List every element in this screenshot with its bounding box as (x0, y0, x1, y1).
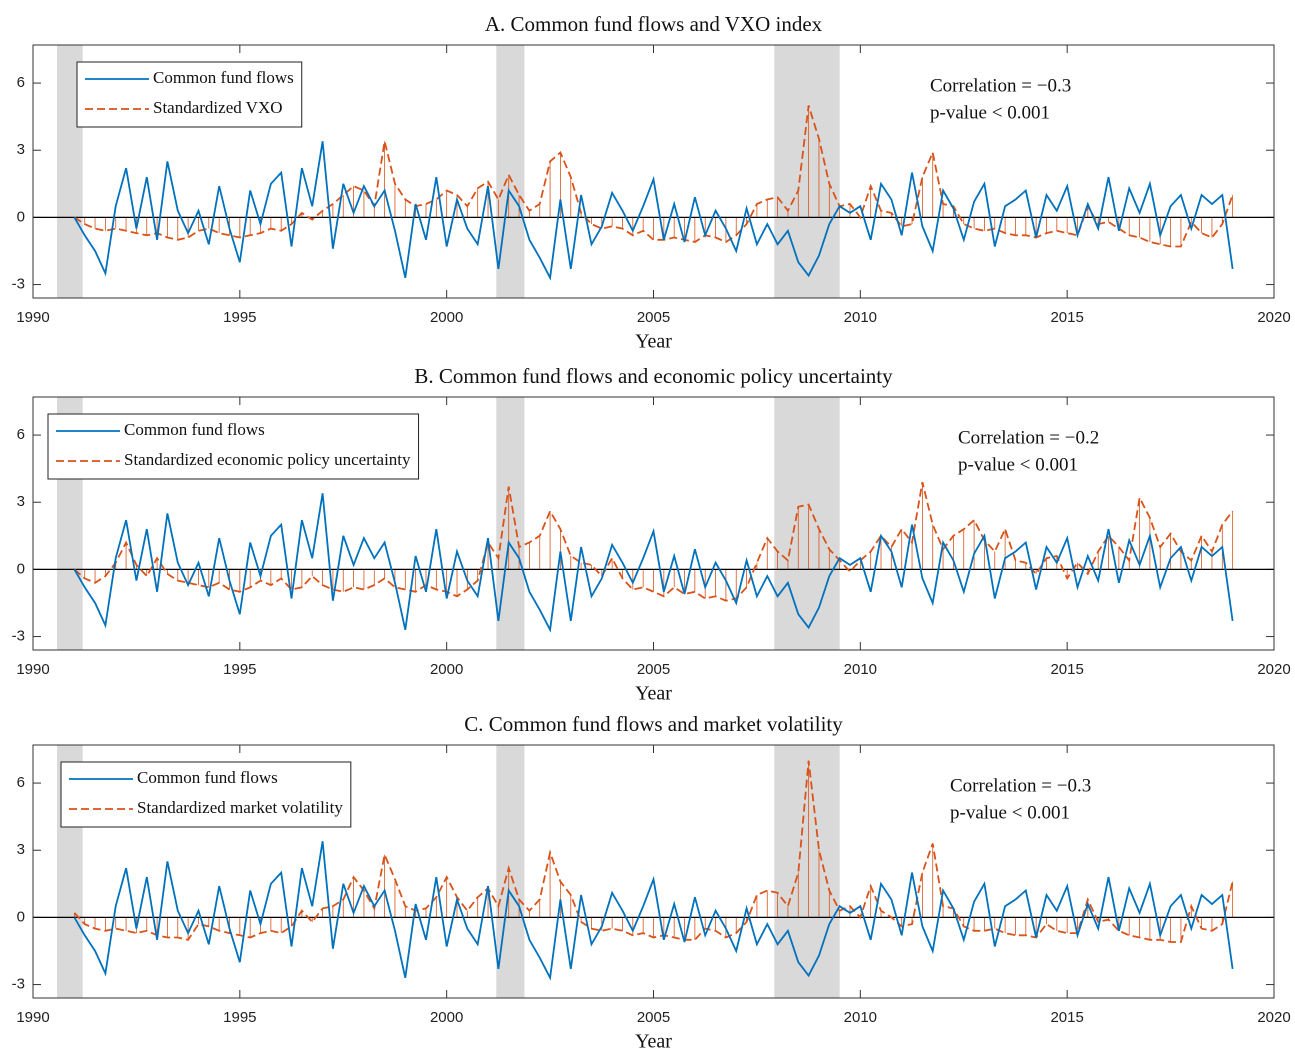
x-tick-label: 1995 (223, 661, 256, 678)
x-tick-label: 2015 (1050, 1009, 1083, 1026)
legend-label: Standardized market volatility (137, 798, 343, 817)
y-tick-label: -3 (12, 976, 25, 993)
series-line (73, 105, 1234, 248)
series-line (73, 760, 1234, 943)
y-tick-label: 0 (17, 208, 25, 225)
legend-label: Standardized economic policy uncertainty (124, 450, 411, 469)
series-line (73, 141, 1234, 281)
recession-band (774, 397, 840, 650)
legend-label: Common fund flows (137, 768, 278, 787)
panel-title: B. Common fund flows and economic policy… (414, 364, 893, 388)
annotation: p-value < 0.001 (950, 802, 1070, 823)
legend-box (47, 413, 420, 480)
series-line (73, 841, 1234, 981)
series-line (73, 481, 1234, 602)
annotation: Correlation = −0.3 (950, 775, 1091, 796)
panel-title: C. Common fund flows and market volatili… (464, 712, 843, 736)
x-tick-label: 1990 (16, 661, 49, 678)
x-tick-label: 2000 (430, 661, 463, 678)
y-tick-label: 0 (17, 560, 25, 577)
x-tick-label: 2020 (1257, 661, 1290, 678)
panel: A. Common fund flows and VXO index Year 19… (12, 12, 1291, 353)
x-tick-label: 2005 (637, 1009, 670, 1026)
x-tick-label: 2000 (430, 309, 463, 326)
y-tick-label: 3 (17, 841, 25, 858)
panel: B. Common fund flows and economic policy… (12, 364, 1291, 705)
recession-band (774, 45, 840, 298)
x-tick-label: 1995 (223, 1009, 256, 1026)
x-tick-label: 2000 (430, 1009, 463, 1026)
y-tick-label: 3 (17, 493, 25, 510)
x-tick-label: 2010 (844, 1009, 877, 1026)
x-tick-label: 1995 (223, 309, 256, 326)
panel: C. Common fund flows and market volatili… (12, 712, 1291, 1051)
plot-frame (32, 44, 1275, 299)
annotation: Correlation = −0.2 (958, 427, 1099, 448)
x-tick-label: 2020 (1257, 309, 1290, 326)
plot-frame (32, 744, 1275, 999)
series-line (73, 493, 1234, 633)
x-tick-label: 2015 (1050, 661, 1083, 678)
legend-box (60, 761, 352, 828)
y-tick-label: 6 (17, 426, 25, 443)
y-tick-label: 0 (17, 908, 25, 925)
recession-band (496, 397, 525, 650)
y-tick-label: -3 (12, 628, 25, 645)
panel-title: A. Common fund flows and VXO index (485, 12, 823, 36)
x-tick-label: 2010 (844, 661, 877, 678)
x-tick-label: 1990 (16, 309, 49, 326)
annotation: Correlation = −0.3 (930, 75, 1071, 96)
x-axis-label: Year (635, 1031, 672, 1051)
annotation: p-value < 0.001 (958, 454, 1078, 475)
x-tick-label: 2020 (1257, 1009, 1290, 1026)
y-tick-label: 6 (17, 74, 25, 91)
legend-label: Common fund flows (153, 68, 294, 87)
plot-frame (32, 396, 1275, 651)
x-tick-label: 2005 (637, 661, 670, 678)
legend-label: Common fund flows (124, 420, 265, 439)
x-tick-label: 2015 (1050, 309, 1083, 326)
legend-label: Standardized VXO (153, 98, 283, 117)
legend-box (76, 61, 303, 128)
x-tick-label: 2005 (637, 309, 670, 326)
y-tick-label: -3 (12, 276, 25, 293)
y-tick-label: 6 (17, 774, 25, 791)
x-tick-label: 1990 (16, 1009, 49, 1026)
x-axis-label: Year (635, 683, 672, 705)
x-tick-label: 2010 (844, 309, 877, 326)
recession-band (496, 45, 525, 298)
y-tick-label: 3 (17, 141, 25, 158)
x-axis-label: Year (635, 331, 672, 353)
annotation: p-value < 0.001 (930, 102, 1050, 123)
